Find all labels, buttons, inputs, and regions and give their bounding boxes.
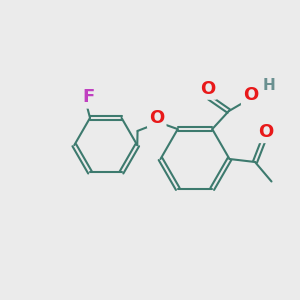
- Text: O: O: [243, 86, 258, 104]
- Text: O: O: [200, 80, 215, 98]
- Text: O: O: [149, 109, 164, 127]
- Text: H: H: [263, 78, 276, 93]
- Text: O: O: [258, 123, 273, 141]
- Text: F: F: [82, 88, 94, 106]
